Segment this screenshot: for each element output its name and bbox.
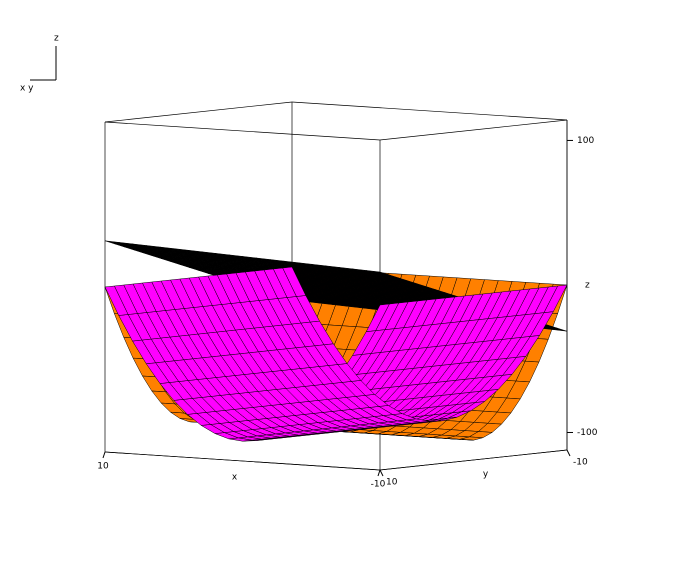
box-edge: [104, 121, 381, 141]
z-tick-label: 100: [577, 136, 594, 146]
box-edge: [104, 451, 381, 471]
x-tick-label: 10: [97, 462, 109, 472]
x-tick-label: -10: [371, 480, 386, 490]
gizmo-z-label: z: [54, 34, 59, 44]
y-tick: [379, 469, 384, 477]
orientation-gizmo: z x y: [20, 34, 59, 94]
x-tick: [102, 451, 106, 459]
surface-patch: [104, 285, 129, 316]
box-edge: [104, 101, 293, 123]
z-tick-label: -100: [577, 428, 598, 438]
box-edge: [379, 119, 568, 141]
box-edge: [291, 101, 568, 121]
box-edge: [379, 449, 568, 471]
x-axis-label: x: [232, 473, 238, 483]
surface-patch: [104, 240, 129, 246]
y-tick: [566, 449, 571, 457]
x-tick: [377, 469, 381, 477]
y-tick-label: 10: [386, 478, 398, 488]
gizmo-xy-label: x y: [20, 84, 34, 94]
z-axis-label: z: [585, 281, 590, 291]
y-axis-label: y: [483, 470, 489, 480]
y-tick-label: -10: [573, 458, 588, 468]
